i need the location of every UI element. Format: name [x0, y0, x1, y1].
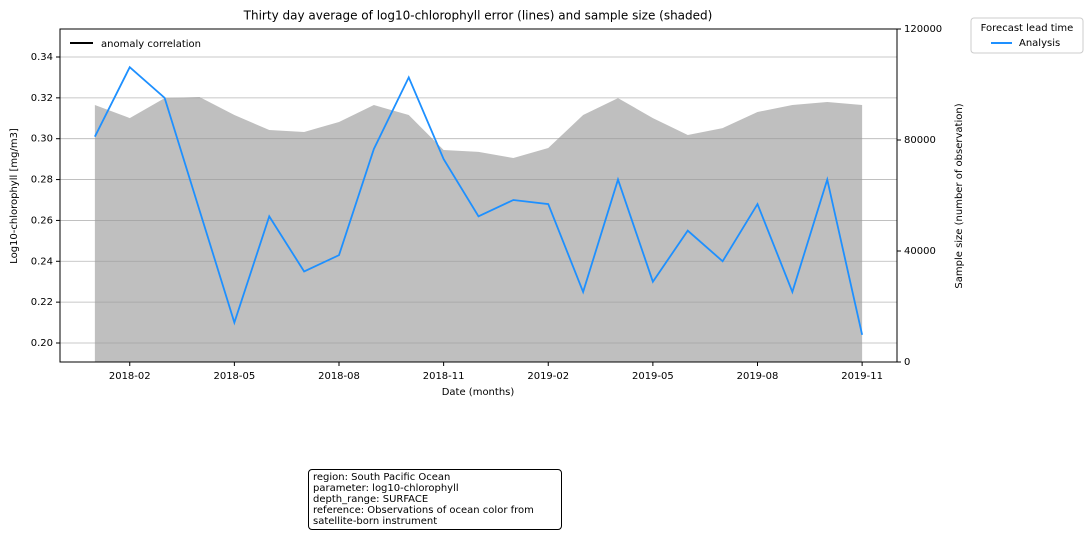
y2-axis-label: Sample size (number of observation)	[954, 103, 965, 288]
y2-tick-label: 80000	[904, 135, 936, 146]
y-tick-label: 0.34	[31, 52, 53, 63]
info-line: reference: Observations of ocean color f…	[313, 505, 534, 527]
legend-label: anomaly correlation	[101, 39, 201, 50]
x-tick-label: 2019-08	[737, 371, 779, 382]
x-tick-label: 2019-11	[841, 371, 883, 382]
y-tick-label: 0.26	[31, 215, 53, 226]
x-tick-label: 2018-11	[423, 371, 465, 382]
info-box: region: South Pacific Ocean parameter: lo…	[308, 469, 562, 530]
x-tick-label: 2018-02	[109, 371, 151, 382]
y2-tick-label: 0	[904, 357, 910, 368]
x-tick-label: 2018-08	[318, 371, 360, 382]
x-tick-label: 2018-05	[213, 371, 255, 382]
info-line: depth_range: SURFACE	[313, 494, 429, 505]
legend-label: Analysis	[1019, 38, 1060, 49]
legend-title: Forecast lead time	[981, 23, 1074, 34]
y2-tick-label: 40000	[904, 246, 936, 257]
x-tick-label: 2019-02	[527, 371, 569, 382]
y-tick-label: 0.30	[31, 134, 53, 145]
info-line: parameter: log10-chlorophyll	[313, 483, 459, 494]
series-line	[94, 65, 864, 336]
y2-tick-label: 120000	[904, 24, 942, 35]
y-tick-label: 0.22	[31, 297, 53, 308]
y-axis-label: Log10-chlorophyll [mg/m3]	[9, 128, 20, 264]
y-tick-label: 0.24	[31, 256, 53, 267]
info-line: region: South Pacific Ocean	[313, 472, 451, 483]
plot-frame	[59, 28, 898, 363]
sample-area	[94, 96, 863, 363]
x-tick-label: 2019-05	[632, 371, 674, 382]
x-axis-label: Date (months)	[442, 387, 515, 398]
y-tick-label: 0.28	[31, 175, 53, 186]
legend-box	[970, 17, 1084, 54]
y-tick-label: 0.32	[31, 93, 53, 104]
chart-title: Thirty day average of log10-chlorophyll …	[243, 9, 713, 23]
chart: Thirty day average of log10-chlorophyll …	[9, 9, 1084, 398]
y-tick-label: 0.20	[31, 338, 53, 349]
